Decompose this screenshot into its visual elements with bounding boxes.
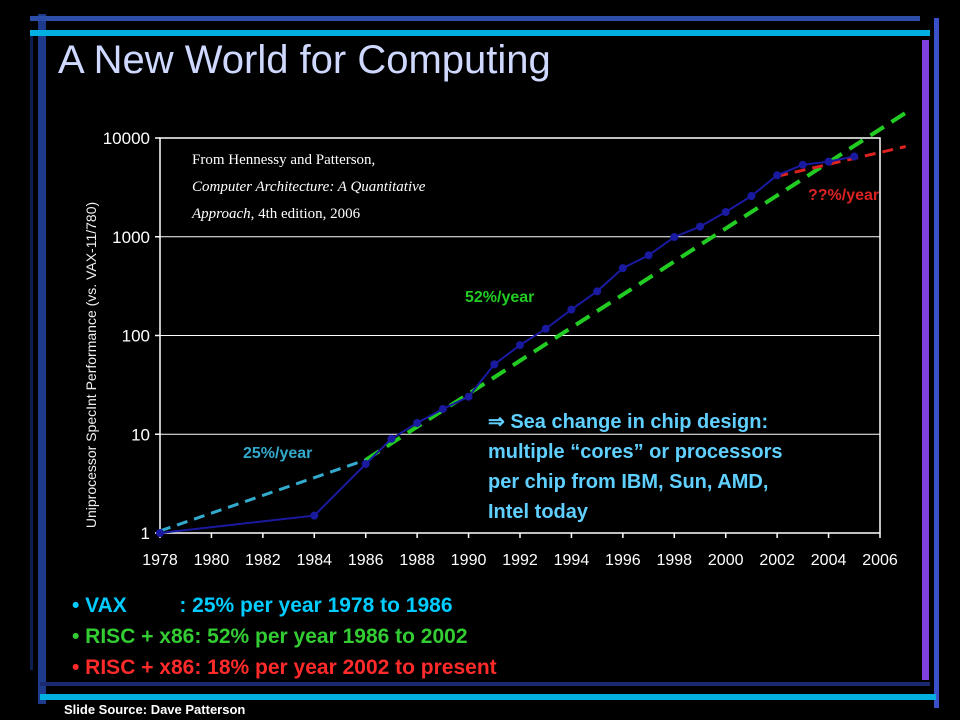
x-tick-label: 1992: [502, 552, 538, 569]
y-tick-label: 100: [122, 327, 150, 346]
data-point: [618, 264, 627, 273]
trend-line: [776, 145, 907, 178]
data-point: [387, 434, 396, 443]
source-line: Approach, 4th edition, 2006: [191, 206, 361, 222]
x-tick-label: 1988: [399, 552, 435, 569]
bottom-accent-bar-dark: [40, 682, 930, 686]
data-point: [464, 392, 473, 401]
x-tick-label: 1984: [296, 552, 332, 569]
sea-change-annotation: ⇒ Sea change in chip design: multiple “co…: [488, 411, 783, 523]
sea-change-line: multiple “cores” or processors: [488, 441, 783, 463]
source-annotation: From Hennessy and Patterson, Computer Arc…: [191, 152, 426, 222]
source-line: Computer Architecture: A Quantitative: [192, 179, 426, 195]
data-point: [593, 287, 602, 296]
data-point: [361, 459, 370, 468]
bullet-item: • RISC + x86: 18% per year 2002 to prese…: [72, 656, 497, 679]
data-point: [773, 171, 782, 180]
slide-footer: Slide Source: Dave Patterson: [64, 702, 246, 717]
x-tick-label: 1982: [245, 552, 281, 569]
x-tick-label: 1980: [194, 552, 230, 569]
data-point: [798, 160, 807, 169]
x-tick-label: 1998: [656, 552, 692, 569]
y-tick-label: 1: [141, 524, 150, 543]
bullet-item: • VAX : 25% per year 1978 to 1986: [72, 594, 453, 617]
slide-title: A New World for Computing: [58, 38, 551, 82]
data-point: [516, 341, 524, 350]
x-tick-label: 2006: [862, 552, 898, 569]
source-line: From Hennessy and Patterson,: [192, 152, 375, 168]
x-tick-label: 2004: [811, 552, 847, 569]
x-tick-labels: 1978 1980 1982 1984 1986 1988 1990 1992 1994 1996…: [142, 533, 898, 569]
data-point: [310, 511, 319, 520]
data-point: [156, 529, 164, 537]
data-point: [721, 208, 730, 217]
x-tick-label: 1986: [348, 552, 384, 569]
left-accent-bar-thin: [30, 30, 33, 670]
sea-change-line: Intel today: [488, 501, 589, 523]
x-tick-label: 1994: [554, 552, 590, 569]
top-accent-bar: [30, 16, 920, 21]
data-point: [413, 418, 422, 427]
data-series: [156, 152, 859, 537]
bottom-accent-bar: [40, 694, 936, 700]
y-tick-labels: 1 10 100 1000 10000: [103, 129, 160, 543]
x-tick-label: 2000: [708, 552, 744, 569]
y-tick-label: 10: [131, 425, 150, 444]
x-tick-label: 2002: [759, 552, 795, 569]
data-point: [567, 305, 576, 314]
data-point: [850, 152, 859, 161]
sea-change-line: per chip from IBM, Sun, AMD,: [488, 471, 768, 493]
y-tick-label: 1000: [112, 228, 150, 247]
data-point: [670, 233, 679, 242]
y-tick-label: 10000: [103, 129, 150, 148]
trend-line: [159, 458, 367, 533]
data-point: [644, 251, 653, 260]
right-accent-bar-purple: [922, 40, 929, 680]
data-point: [696, 222, 704, 231]
data-point: [824, 157, 833, 166]
x-tick-label: 1978: [142, 552, 178, 569]
data-point: [490, 360, 499, 369]
x-tick-label: 1996: [605, 552, 641, 569]
bullet-item: • RISC + x86: 52% per year 1986 to 2002: [72, 625, 468, 648]
data-point: [438, 405, 447, 414]
trend-label: ??%/year: [808, 187, 879, 204]
grid-lines: [160, 137, 880, 534]
y-axis-label: Uniprocessor SpecInt Performance (vs. VA…: [83, 202, 99, 528]
data-point: [541, 324, 550, 333]
left-accent-bar: [38, 14, 46, 704]
top-accent-bar-cyan: [30, 30, 930, 36]
series-line: [159, 155, 855, 534]
right-accent-bar-blue: [934, 18, 939, 708]
data-point: [747, 192, 756, 201]
trend-label: 52%/year: [465, 289, 534, 306]
x-tick-label: 1990: [451, 552, 487, 569]
trend-label: 25%/year: [243, 445, 312, 462]
sea-change-line: ⇒ Sea change in chip design:: [488, 411, 768, 433]
